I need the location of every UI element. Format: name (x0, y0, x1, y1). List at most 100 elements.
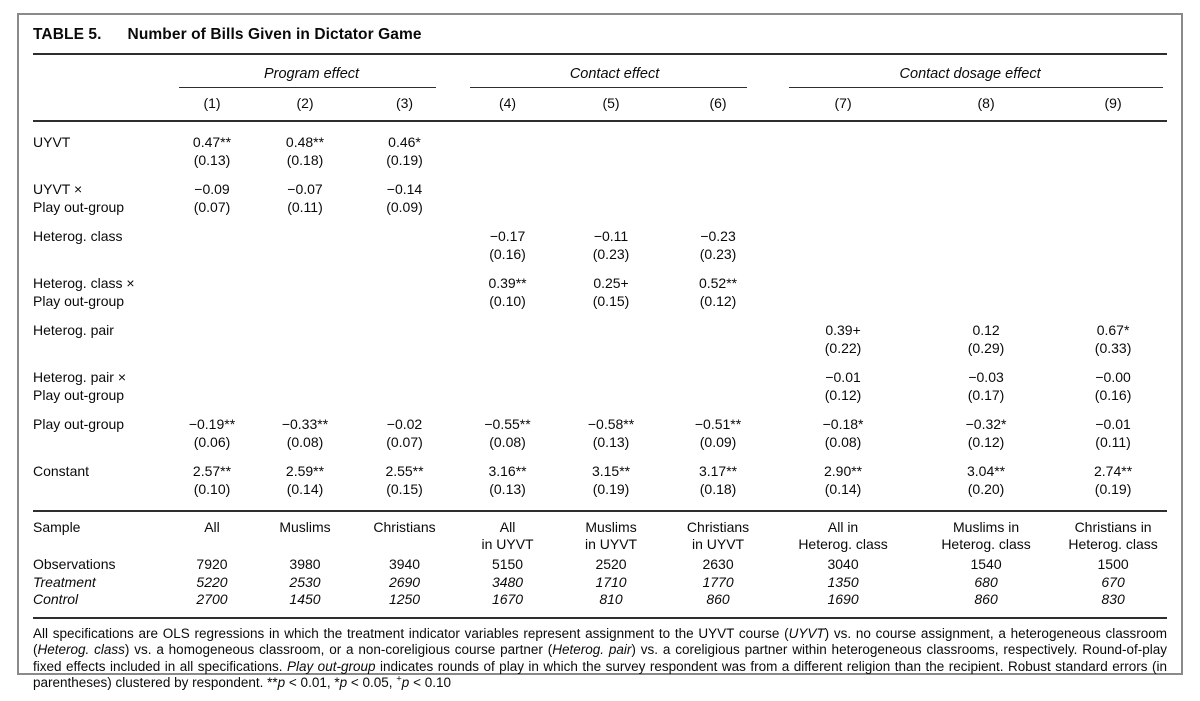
coef-cell (353, 369, 456, 416)
cell-line: (0.29) (967, 339, 1005, 356)
coef-cell (773, 228, 913, 275)
stat-value: 1450 (257, 591, 353, 619)
row-label: Heterog. class (33, 228, 167, 275)
cell-line: (0.10) (489, 292, 526, 309)
cell-line: Christians (686, 519, 750, 535)
cell-line: in UYVT (584, 536, 638, 552)
cell-line: (0.09) (386, 198, 423, 215)
stat-value: 5220 (196, 573, 228, 590)
cell-line: (0.12) (967, 433, 1005, 450)
column-number: (1) (167, 88, 257, 122)
coef-cell (1059, 228, 1167, 275)
coef-cell (913, 275, 1059, 322)
column-number-row: (1) (2) (3) (4) (5) (6) (7) (8) (9) (33, 88, 1168, 122)
coef-cell (456, 121, 559, 181)
cell-line: (0.13) (193, 151, 231, 168)
cell-line: Christians (373, 519, 436, 535)
coef-row: Play out-group −0.19** (0.06) −0.33** (0.08)… (33, 416, 1167, 463)
coef-cell: 0.67* (0.33) (1059, 322, 1167, 369)
cell-line: −0.17 (489, 228, 526, 244)
cell-line: (0.20) (967, 480, 1005, 497)
cell-line: (0.12) (699, 292, 737, 309)
cell-line: 0.46* (388, 134, 421, 150)
coef-row: Heterog. class −0.17 (0.16) −0.11 (0.23) −0.2… (33, 228, 1167, 275)
cell-line: −0.19** (188, 416, 236, 432)
cell-line: (0.19) (592, 480, 630, 497)
cell-line: 0.48** (285, 134, 325, 150)
coef-cell (167, 228, 257, 275)
row-label: Heterog. pair (33, 322, 167, 369)
stat-value: 680 (974, 573, 998, 590)
cell-line: 2.55** (385, 463, 424, 479)
coef-cell: 0.48** (0.18) (257, 121, 353, 181)
group-header-row: Program effect Contact effect Contact do… (33, 55, 1167, 88)
stat-value: 860 (913, 591, 1060, 619)
coef-cell: −0.01 (0.11) (1059, 416, 1167, 463)
cell-line: (0.19) (1094, 480, 1132, 497)
cell-line: −0.55** (484, 416, 531, 432)
stat-value: 7920 (196, 556, 228, 572)
stat-label: Control (33, 591, 167, 619)
cell-line: (0.13) (489, 480, 526, 497)
cell-line: All in (827, 519, 859, 535)
table-footnote: All specifications are OLS regressions i… (33, 626, 1167, 692)
stat-value: 670 (1101, 573, 1125, 590)
cell-line: Heterog. class (33, 228, 123, 244)
column-number: (7) (773, 88, 914, 122)
coef-cell: −0.11 (0.23) (559, 228, 663, 275)
cell-line: UYVT × (33, 181, 83, 197)
column-number: (2) (257, 88, 353, 122)
coef-cell: −0.33** (0.08) (257, 416, 353, 463)
table-card: TABLE 5. Number of Bills Given in Dictato… (17, 13, 1183, 690)
cell-line: Heterog. pair (33, 322, 114, 338)
sample-cell: All in Heterog. class (773, 510, 914, 553)
coef-cell (913, 121, 1059, 181)
cell-line: (0.14) (286, 480, 324, 497)
coef-cell: −0.55** (0.08) (456, 416, 559, 463)
sample-cell: Muslims in UYVT (559, 510, 664, 553)
cell-line: −0.01 (1095, 416, 1131, 432)
coef-cell (456, 369, 559, 416)
stat-value: 2630 (702, 556, 734, 572)
cell-line: (0.11) (287, 198, 323, 215)
cell-line: Constant (33, 463, 90, 479)
coef-cell: −0.51** (0.09) (663, 416, 773, 463)
row-label: UYVT × Play out-group (33, 181, 167, 228)
cell-line: (0.33) (1094, 339, 1132, 356)
coef-cell: −0.58** (0.13) (559, 416, 663, 463)
sample-cell: Muslims (257, 510, 353, 553)
coef-cell (663, 181, 773, 228)
stat-label: Treatment (33, 573, 96, 590)
sample-cell: Christians (353, 510, 457, 553)
cell-line: All (499, 519, 516, 535)
coef-cell (257, 275, 353, 322)
cell-line: 0.12 (972, 322, 1000, 338)
cell-line: 2.59** (285, 463, 325, 479)
row-label: UYVT (33, 121, 167, 181)
row-label: Constant (33, 463, 167, 511)
stat-value: 2530 (289, 573, 321, 590)
cell-line: (0.15) (592, 292, 630, 309)
coef-cell: 2.90** (0.14) (773, 463, 913, 511)
cell-line: Heterog. class × (33, 275, 135, 291)
cell-line: 2.74** (1094, 463, 1133, 479)
cell-line: Play out-group (33, 386, 125, 403)
coef-row: Heterog. pair × Play out-group −0.01 (0.12)… (33, 369, 1167, 416)
coef-cell (456, 322, 559, 369)
cell-line: 3.04** (966, 463, 1006, 479)
coef-row: Heterog. class × Play out-group 0.39** (0.1… (33, 275, 1167, 322)
stat-value: 830 (1059, 591, 1168, 619)
stat-label: Observations (33, 556, 116, 572)
cell-line: (0.07) (193, 198, 231, 215)
cell-line: −0.00 (1095, 369, 1131, 385)
cell-line: (0.06) (193, 433, 231, 450)
coef-cell (1059, 275, 1167, 322)
coef-row: Heterog. pair 0.39+ (0.22) 0.12 (0.29) 0.67*(… (33, 322, 1167, 369)
coef-cell: −0.19** (0.06) (167, 416, 257, 463)
cell-line: Heterog. class (1068, 536, 1158, 552)
coef-cell (559, 322, 663, 369)
cell-line: (0.10) (193, 480, 231, 497)
coef-cell (663, 369, 773, 416)
row-label: Heterog. pair × Play out-group (33, 369, 167, 416)
cell-line: (0.14) (824, 480, 862, 497)
